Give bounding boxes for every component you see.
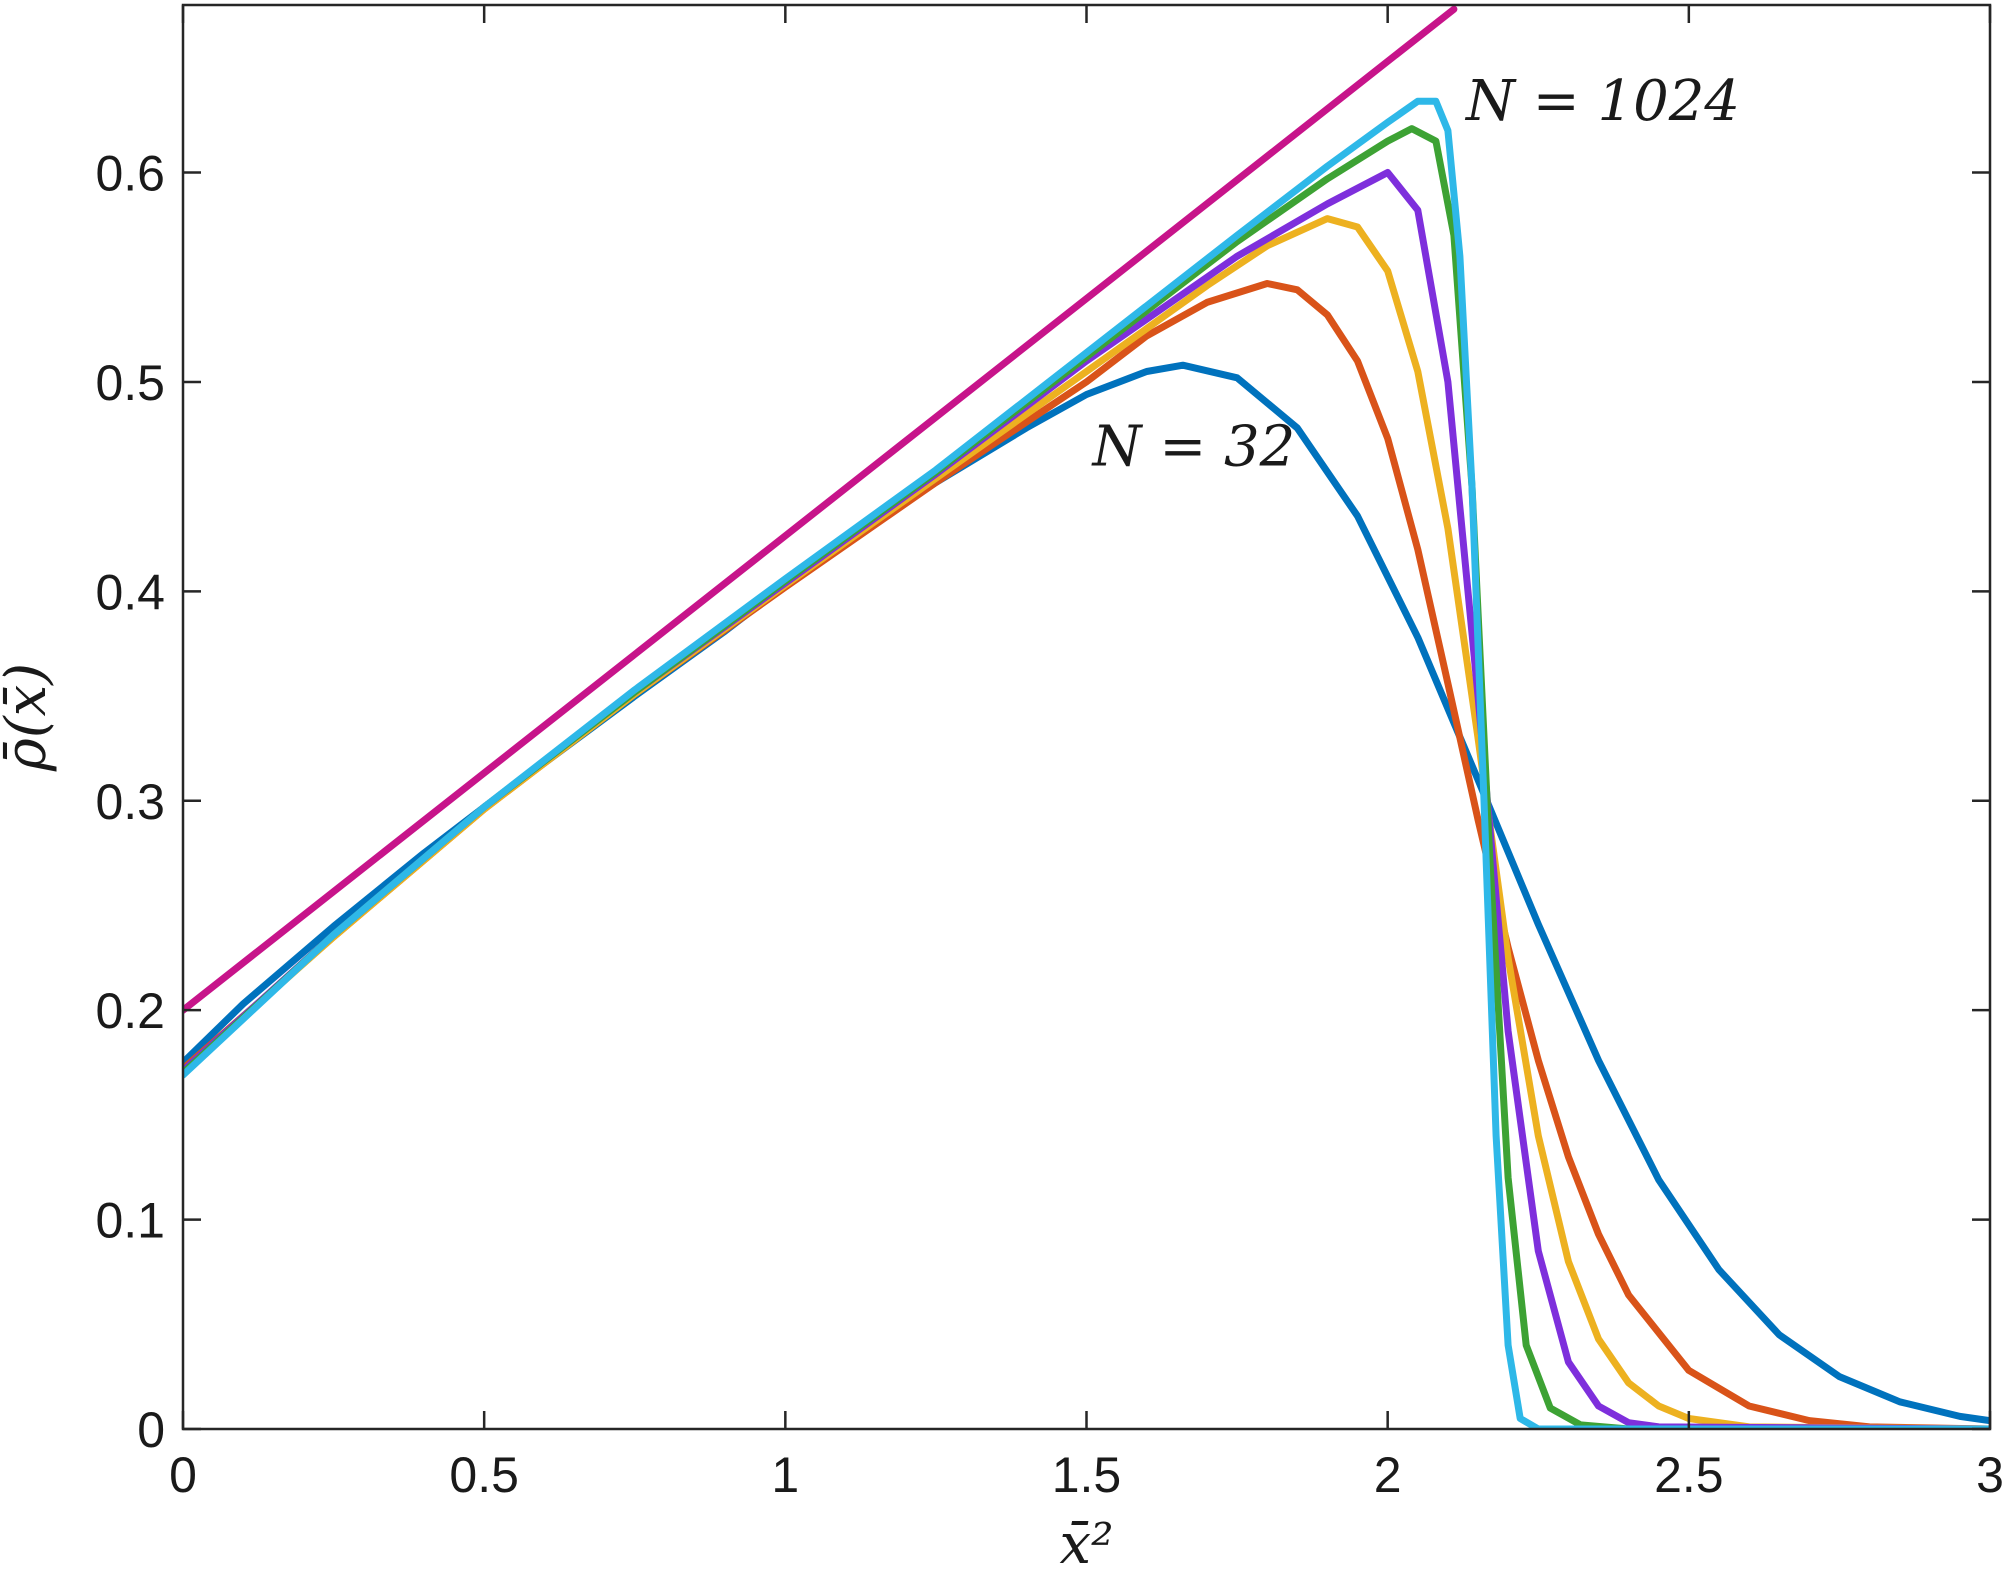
series-line-0 — [183, 5, 1458, 1014]
y-tick-label: 0.5 — [95, 355, 165, 411]
x-tick-label: 0 — [169, 1447, 197, 1503]
series-layer — [183, 5, 1990, 1429]
y-tick-label: 0.1 — [95, 1193, 165, 1249]
annotation-label-1: N = 1024 — [1464, 69, 1740, 134]
axes-layer — [181, 3, 1992, 1431]
x-tick-label: 1.5 — [1052, 1447, 1122, 1503]
y-tick-label: 0 — [137, 1402, 165, 1458]
y-tick-label: 0.2 — [95, 983, 165, 1039]
x-tick-label: 0.5 — [449, 1447, 519, 1503]
x-tick-label: 2 — [1374, 1447, 1402, 1503]
y-tick-label: 0.3 — [95, 774, 165, 830]
series-line-6 — [183, 97, 1990, 1429]
y-axis-label: ρ̄(x̄) — [0, 663, 59, 772]
y-tick-label: 0.4 — [95, 564, 165, 620]
x-tick-label: 3 — [1976, 1447, 2004, 1503]
x-tick-label: 2.5 — [1654, 1447, 1724, 1503]
x-axis-label: x̄² — [1059, 1512, 1113, 1575]
x-tick-label: 1 — [771, 1447, 799, 1503]
y-tick-label: 0.6 — [95, 146, 165, 202]
annotation-label-0: N = 32 — [1091, 415, 1296, 480]
plot-area — [183, 5, 1990, 1429]
labels-layer: 0 0.5 1 1.5 2 2.5 3 0 0.1 0.2 0.3 0.4 0.5 0.6 x̄² ρ̄(x̄… — [0, 69, 2004, 1575]
plot-background — [183, 5, 1990, 1429]
